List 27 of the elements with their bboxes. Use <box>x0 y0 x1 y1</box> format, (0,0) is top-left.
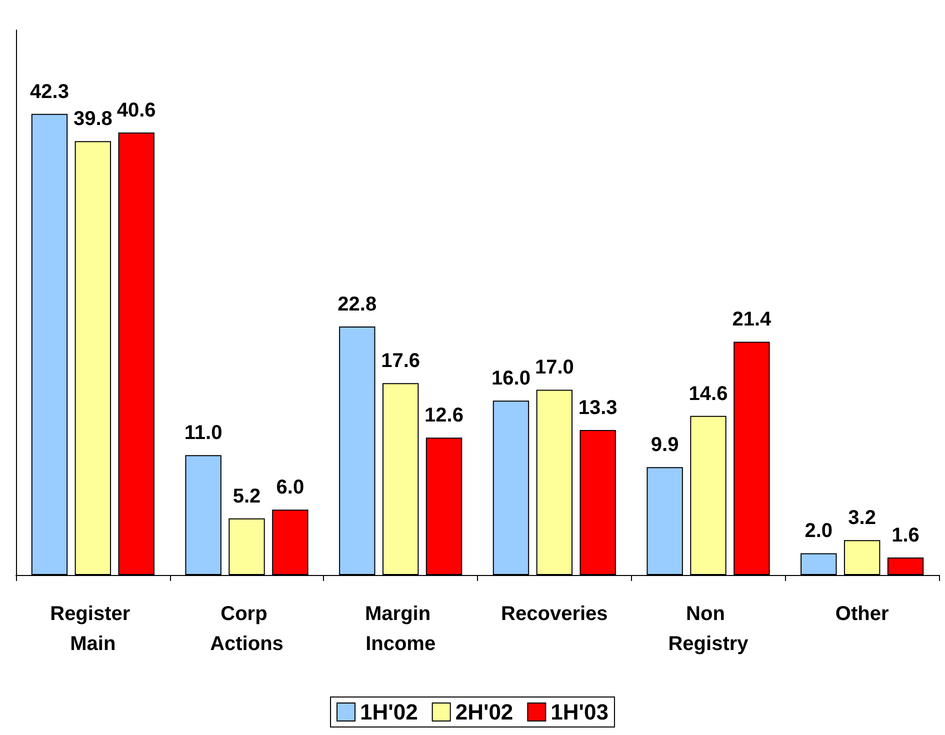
data-label: 6.0 <box>276 476 304 499</box>
x-tick-label: Non Registry <box>668 603 750 655</box>
legend-label: 1H'03 <box>550 700 608 724</box>
data-label: 5.2 <box>232 485 261 508</box>
x-tick-label: Corp Actions <box>210 603 284 655</box>
data-label: 11.0 <box>184 422 222 444</box>
data-label: 39.8 <box>73 108 112 130</box>
data-label: 21.4 <box>732 308 772 331</box>
data-label: 17.6 <box>381 350 420 372</box>
data-label: 1.6 <box>892 524 920 547</box>
data-label: 17.0 <box>534 356 574 379</box>
x-tick-label: Other <box>835 603 889 625</box>
legend-label: 1H'02 <box>360 700 418 724</box>
data-label: 22.8 <box>338 293 377 316</box>
legend-label: 2H'02 <box>455 700 514 724</box>
x-tick-label: Recoveries <box>501 603 608 625</box>
data-label: 12.6 <box>424 404 464 427</box>
data-label: 3.2 <box>848 507 876 530</box>
x-tick-label: Register Main <box>50 603 136 655</box>
data-label: 14.6 <box>688 382 728 405</box>
x-tick-label: Margin Income <box>365 603 436 655</box>
data-label: 13.3 <box>578 397 618 420</box>
data-label: 2.0 <box>804 520 833 542</box>
data-label: 9.9 <box>650 434 679 456</box>
data-label: 40.6 <box>116 99 156 122</box>
data-label: 42.3 <box>30 80 69 103</box>
data-label: 16.0 <box>492 368 530 390</box>
